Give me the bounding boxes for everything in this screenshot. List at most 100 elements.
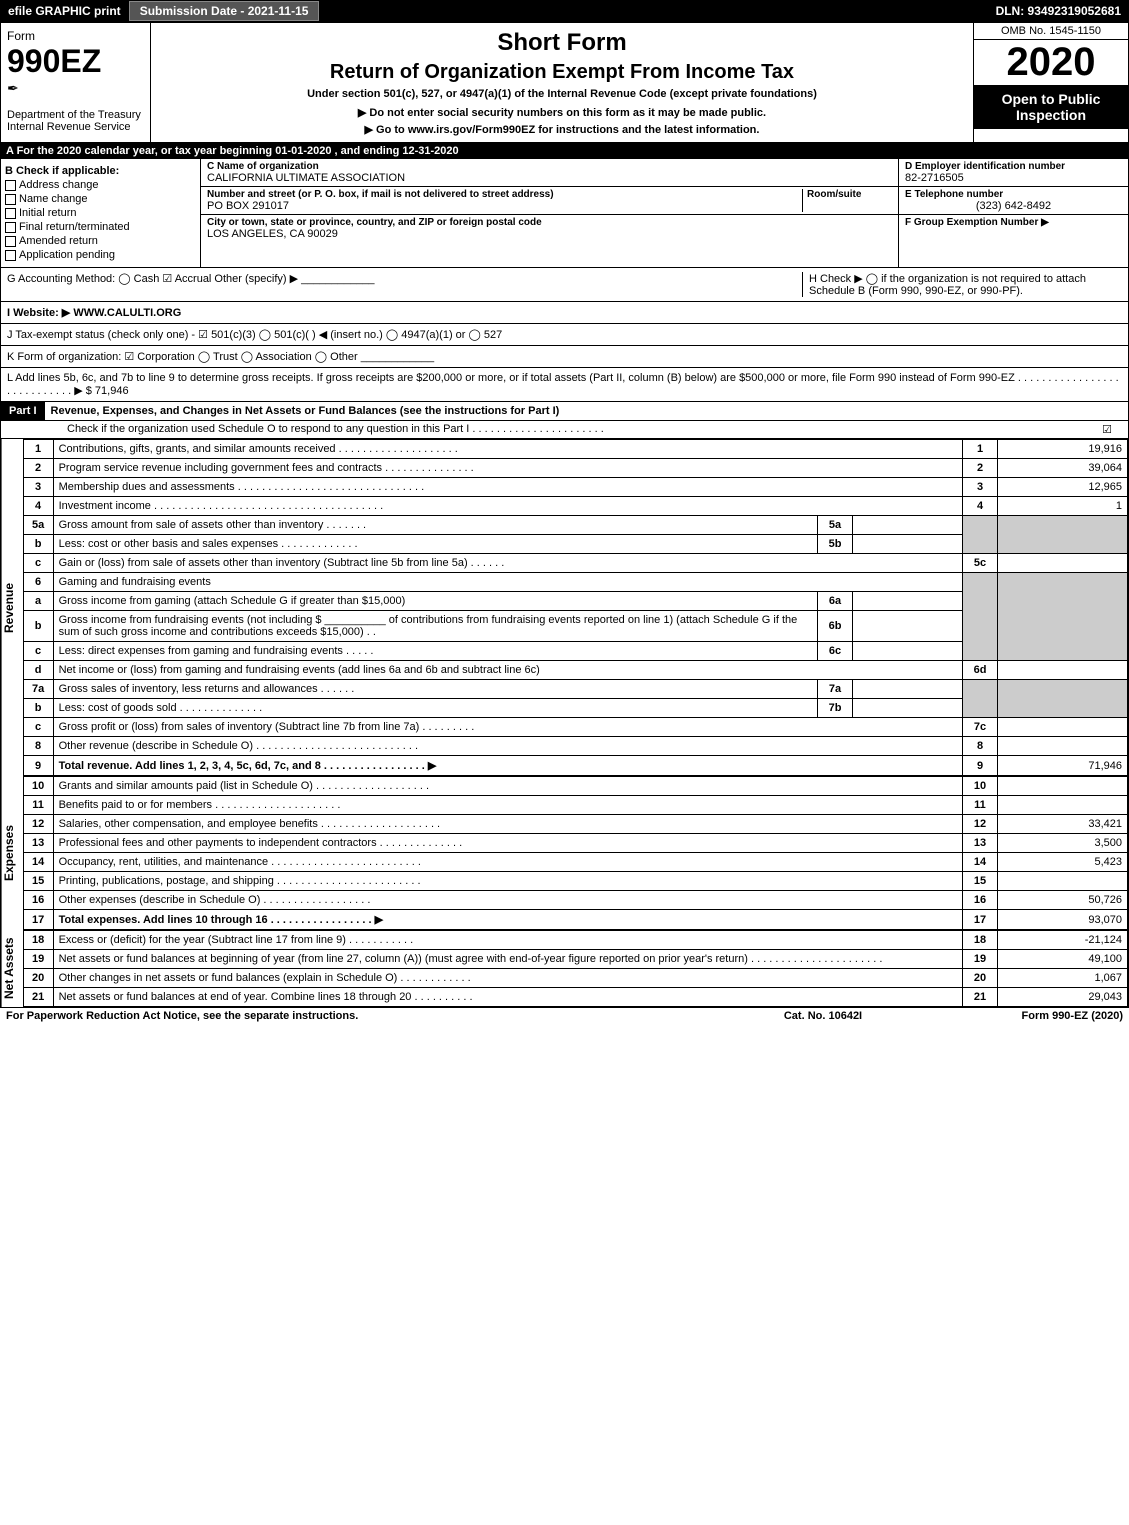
line-15: 15Printing, publications, postage, and s… — [23, 872, 1127, 891]
row-k: K Form of organization: ☑ Corporation ◯ … — [0, 346, 1129, 368]
room-label: Room/suite — [807, 189, 892, 200]
row-i: I Website: ▶ WWW.CALULTI.ORG — [0, 302, 1129, 324]
revenue-table: 1Contributions, gifts, grants, and simil… — [23, 439, 1128, 776]
short-form-title: Short Form — [157, 29, 967, 57]
net-assets-section: Net Assets 18Excess or (deficit) for the… — [0, 930, 1129, 1007]
return-title: Return of Organization Exempt From Incom… — [157, 61, 967, 84]
footer-left: For Paperwork Reduction Act Notice, see … — [6, 1010, 723, 1022]
line-7c: cGross profit or (loss) from sales of in… — [23, 718, 1127, 737]
l-gross: L Add lines 5b, 6c, and 7b to line 9 to … — [7, 372, 1119, 397]
line-18: 18Excess or (deficit) for the year (Subt… — [23, 931, 1127, 950]
footer-center: Cat. No. 10642I — [723, 1010, 923, 1022]
line-3: 3Membership dues and assessments . . . .… — [23, 478, 1127, 497]
tel-value: (323) 642-8492 — [905, 200, 1122, 212]
line-6b: bGross income from fundraising events (n… — [23, 611, 1127, 642]
dln: DLN: 93492319052681 — [988, 2, 1129, 20]
h-check: H Check ▶ ◯ if the organization is not r… — [802, 272, 1122, 297]
ssn-warning: ▶ Do not enter social security numbers o… — [157, 106, 967, 119]
line-6: 6Gaming and fundraising events — [23, 573, 1127, 592]
top-bar: efile GRAPHIC print Submission Date - 20… — [0, 0, 1129, 22]
org-city: LOS ANGELES, CA 90029 — [207, 228, 892, 240]
line-5c: cGain or (loss) from sale of assets othe… — [23, 554, 1127, 573]
part1-tab: Part I — [1, 402, 45, 420]
check-pending[interactable]: Application pending — [5, 249, 196, 261]
line-12: 12Salaries, other compensation, and empl… — [23, 815, 1127, 834]
header-center: Short Form Return of Organization Exempt… — [151, 23, 973, 142]
part1-title: Revenue, Expenses, and Changes in Net As… — [45, 402, 1128, 420]
form-header: Form 990EZ ✒ Department of the Treasury … — [0, 22, 1129, 143]
revenue-section: Revenue 1Contributions, gifts, grants, a… — [0, 439, 1129, 776]
goto-link[interactable]: ▶ Go to www.irs.gov/Form990EZ for instru… — [157, 123, 967, 136]
line-16: 16Other expenses (describe in Schedule O… — [23, 891, 1127, 910]
line-6d: dNet income or (loss) from gaming and fu… — [23, 661, 1127, 680]
ein-label: D Employer identification number — [905, 161, 1122, 172]
line-1: 1Contributions, gifts, grants, and simil… — [23, 440, 1127, 459]
header-right: OMB No. 1545-1150 2020 Open to Public In… — [973, 23, 1128, 142]
form-word: Form — [7, 29, 144, 43]
line-17: 17Total expenses. Add lines 10 through 1… — [23, 910, 1127, 930]
calendar-year-row: A For the 2020 calendar year, or tax yea… — [0, 143, 1129, 159]
expenses-side-label: Expenses — [1, 776, 23, 930]
line-9: 9Total revenue. Add lines 1, 2, 3, 4, 5c… — [23, 756, 1127, 776]
line-19: 19Net assets or fund balances at beginni… — [23, 950, 1127, 969]
row-j: J Tax-exempt status (check only one) - ☑… — [0, 324, 1129, 346]
name-col-c: C Name of organization CALIFORNIA ULTIMA… — [201, 159, 898, 267]
row-gh: G Accounting Method: ◯ Cash ☑ Accrual Ot… — [0, 268, 1129, 302]
j-status: J Tax-exempt status (check only one) - ☑… — [7, 329, 502, 341]
line-11: 11Benefits paid to or for members . . . … — [23, 796, 1127, 815]
expenses-table: 10Grants and similar amounts paid (list … — [23, 776, 1128, 930]
c-label: C Name of organization — [207, 161, 892, 172]
org-address: PO BOX 291017 — [207, 200, 802, 212]
g-accounting: G Accounting Method: ◯ Cash ☑ Accrual Ot… — [7, 272, 802, 297]
section-subtitle: Under section 501(c), 527, or 4947(a)(1)… — [157, 88, 967, 100]
info-block: B Check if applicable: Address change Na… — [0, 159, 1129, 268]
right-col-def: D Employer identification number 82-2716… — [898, 159, 1128, 267]
line-14: 14Occupancy, rent, utilities, and mainte… — [23, 853, 1127, 872]
line-8: 8Other revenue (describe in Schedule O) … — [23, 737, 1127, 756]
part1-checkmark: ☑ — [1092, 423, 1122, 436]
dept-treasury: Department of the Treasury — [7, 109, 144, 121]
irs-label: Internal Revenue Service — [7, 121, 144, 133]
line-5b: bLess: cost or other basis and sales exp… — [23, 535, 1127, 554]
check-name[interactable]: Name change — [5, 193, 196, 205]
line-6a: aGross income from gaming (attach Schedu… — [23, 592, 1127, 611]
check-final[interactable]: Final return/terminated — [5, 221, 196, 233]
addr-label: Number and street (or P. O. box, if mail… — [207, 189, 802, 200]
line-6c: cLess: direct expenses from gaming and f… — [23, 642, 1127, 661]
k-org: K Form of organization: ☑ Corporation ◯ … — [7, 351, 434, 363]
ein-value: 82-2716505 — [905, 172, 1122, 184]
city-label: City or town, state or province, country… — [207, 217, 892, 228]
part1-check-row: Check if the organization used Schedule … — [0, 421, 1129, 439]
footer-right: Form 990-EZ (2020) — [923, 1010, 1123, 1022]
tel-label: E Telephone number — [905, 189, 1122, 200]
line-20: 20Other changes in net assets or fund ba… — [23, 969, 1127, 988]
omb-number: OMB No. 1545-1150 — [974, 23, 1128, 40]
footer: For Paperwork Reduction Act Notice, see … — [0, 1007, 1129, 1024]
check-amended[interactable]: Amended return — [5, 235, 196, 247]
open-public: Open to Public Inspection — [974, 85, 1128, 129]
net-assets-table: 18Excess or (deficit) for the year (Subt… — [23, 930, 1128, 1007]
line-13: 13Professional fees and other payments t… — [23, 834, 1127, 853]
group-label: F Group Exemption Number ▶ — [905, 217, 1122, 228]
b-label: B Check if applicable: — [5, 165, 196, 177]
line-4: 4Investment income . . . . . . . . . . .… — [23, 497, 1127, 516]
org-name: CALIFORNIA ULTIMATE ASSOCIATION — [207, 172, 892, 184]
submission-date: Submission Date - 2021-11-15 — [129, 1, 320, 21]
line-2: 2Program service revenue including gover… — [23, 459, 1127, 478]
header-left: Form 990EZ ✒ Department of the Treasury … — [1, 23, 151, 142]
line-5a: 5aGross amount from sale of assets other… — [23, 516, 1127, 535]
check-address[interactable]: Address change — [5, 179, 196, 191]
i-website[interactable]: I Website: ▶ WWW.CALULTI.ORG — [7, 307, 181, 319]
line-21: 21Net assets or fund balances at end of … — [23, 988, 1127, 1007]
efile-label[interactable]: efile GRAPHIC print — [0, 2, 129, 20]
revenue-side-label: Revenue — [1, 439, 23, 776]
net-assets-side-label: Net Assets — [1, 930, 23, 1007]
line-7a: 7aGross sales of inventory, less returns… — [23, 680, 1127, 699]
row-l: L Add lines 5b, 6c, and 7b to line 9 to … — [0, 368, 1129, 402]
form-number: 990EZ — [7, 43, 144, 80]
check-initial[interactable]: Initial return — [5, 207, 196, 219]
line-10: 10Grants and similar amounts paid (list … — [23, 777, 1127, 796]
check-col-b: B Check if applicable: Address change Na… — [1, 159, 201, 267]
part1-check-text: Check if the organization used Schedule … — [7, 423, 1092, 436]
line-7b: bLess: cost of goods sold . . . . . . . … — [23, 699, 1127, 718]
